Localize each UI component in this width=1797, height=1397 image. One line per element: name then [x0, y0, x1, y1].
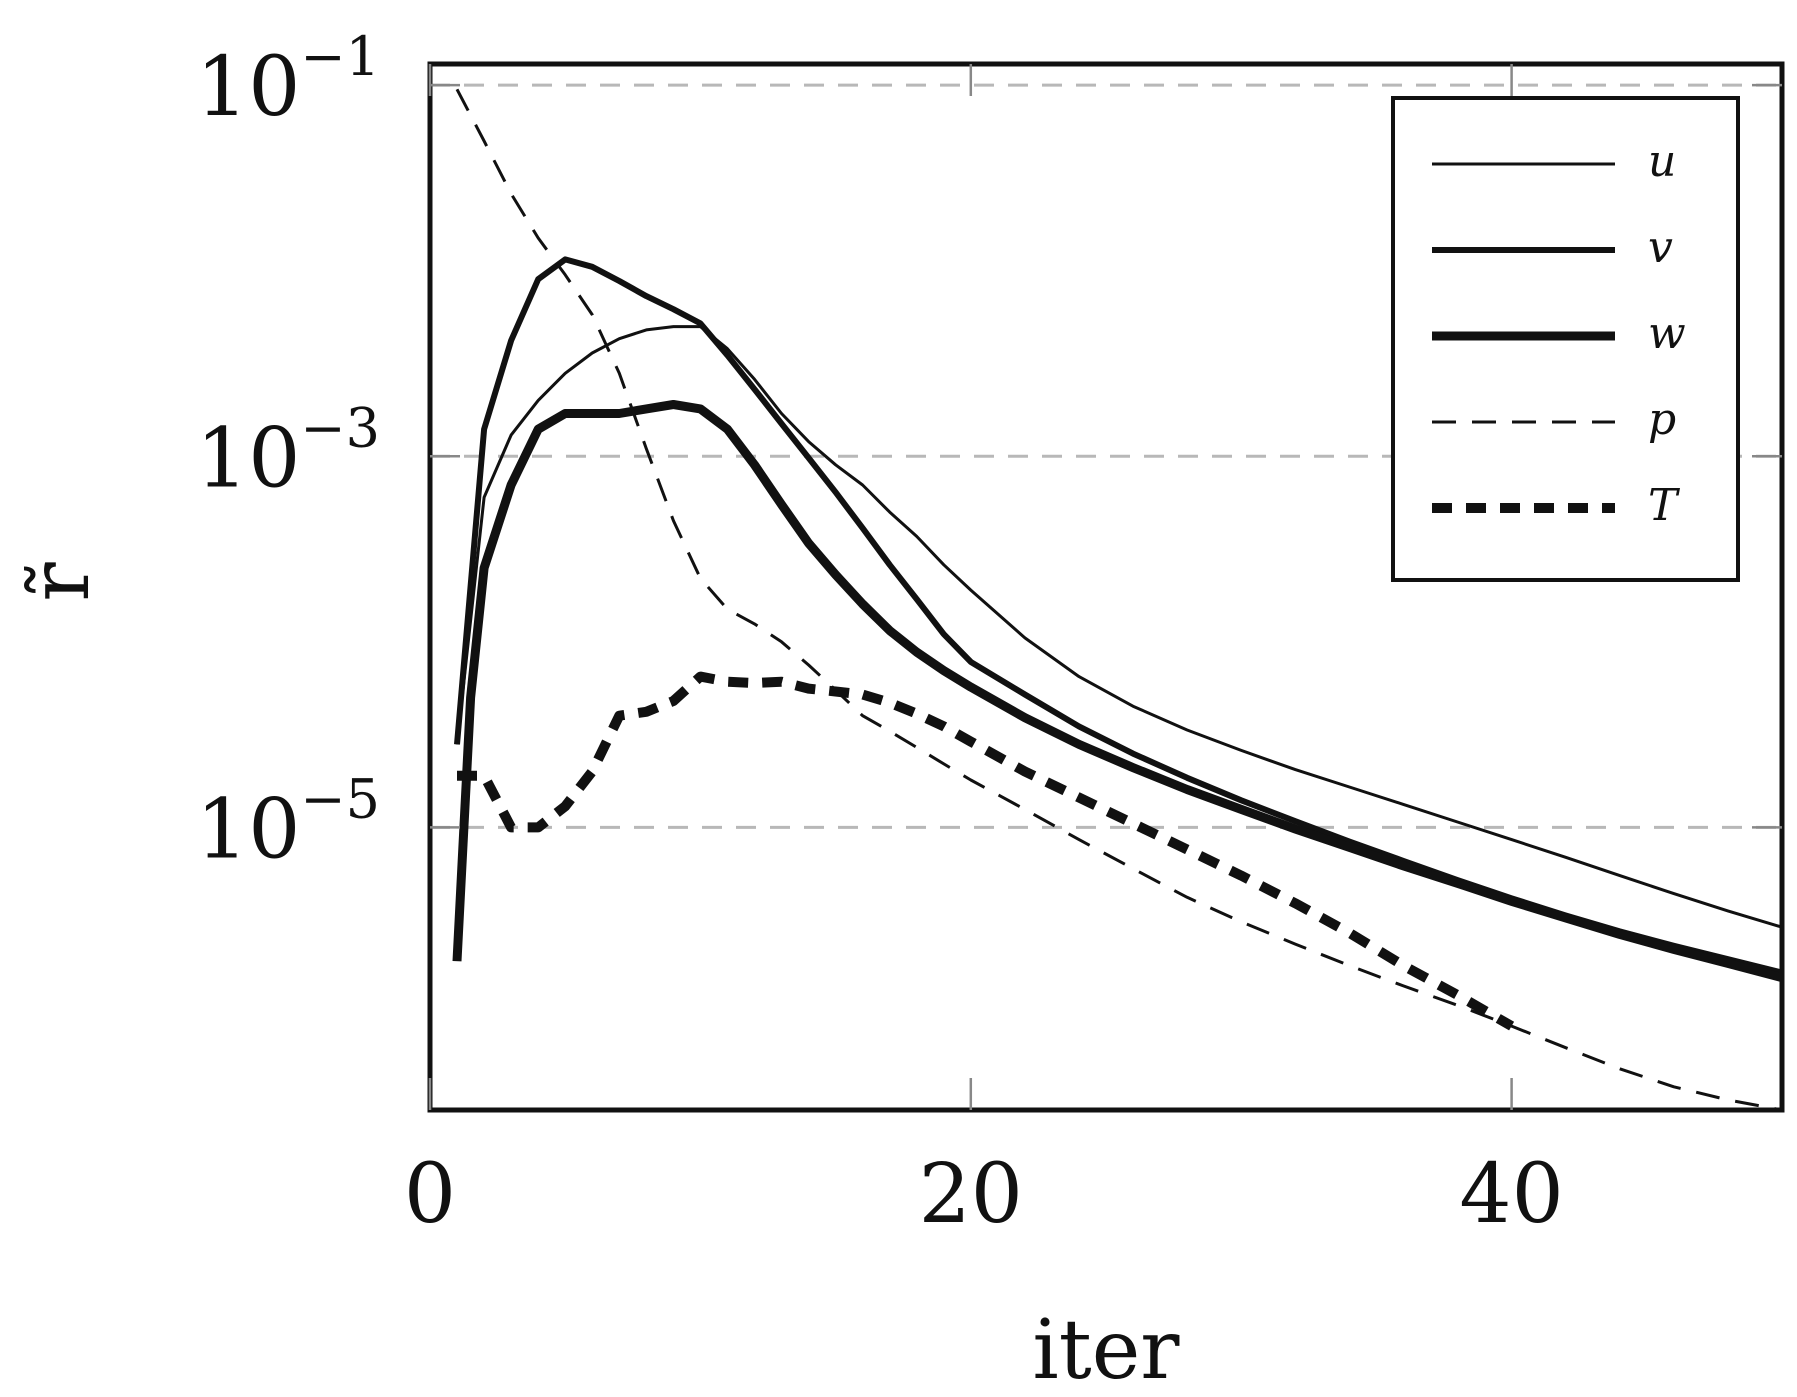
y-tick-label: 10−5: [196, 767, 380, 877]
y-tick-label-exponent: −3: [300, 396, 380, 459]
x-axis-label: iter: [1033, 1303, 1181, 1397]
series-line-w: [452, 400, 1782, 983]
x-tick-label: 0: [404, 1147, 456, 1242]
legend-label-p: p: [1648, 394, 1676, 445]
legend-label-u: u: [1648, 136, 1676, 187]
y-tick-label-base: 10: [196, 782, 300, 877]
y-tick-label-exponent: −5: [300, 767, 380, 830]
legend-label-v: v: [1648, 222, 1673, 273]
legend-label-T: T: [1648, 480, 1681, 531]
y-tick-label-base: 10: [196, 40, 300, 135]
x-tick-label: 20: [919, 1147, 1023, 1242]
y-tick-label-base: 10: [196, 411, 300, 506]
plot-frame: [427, 61, 1785, 1113]
series-line-u: [455, 325, 1782, 929]
legend-label-w: w: [1648, 308, 1686, 359]
y-axis-label: r̃: [13, 562, 108, 602]
series-line-p: [455, 88, 1782, 1110]
y-tick-label: 10−3: [196, 396, 380, 506]
x-tick-label: 40: [1459, 1147, 1563, 1242]
y-tick-label-exponent: −1: [300, 25, 380, 88]
series-line-T: [457, 671, 1515, 1031]
y-tick-label: 10−1: [196, 25, 380, 135]
